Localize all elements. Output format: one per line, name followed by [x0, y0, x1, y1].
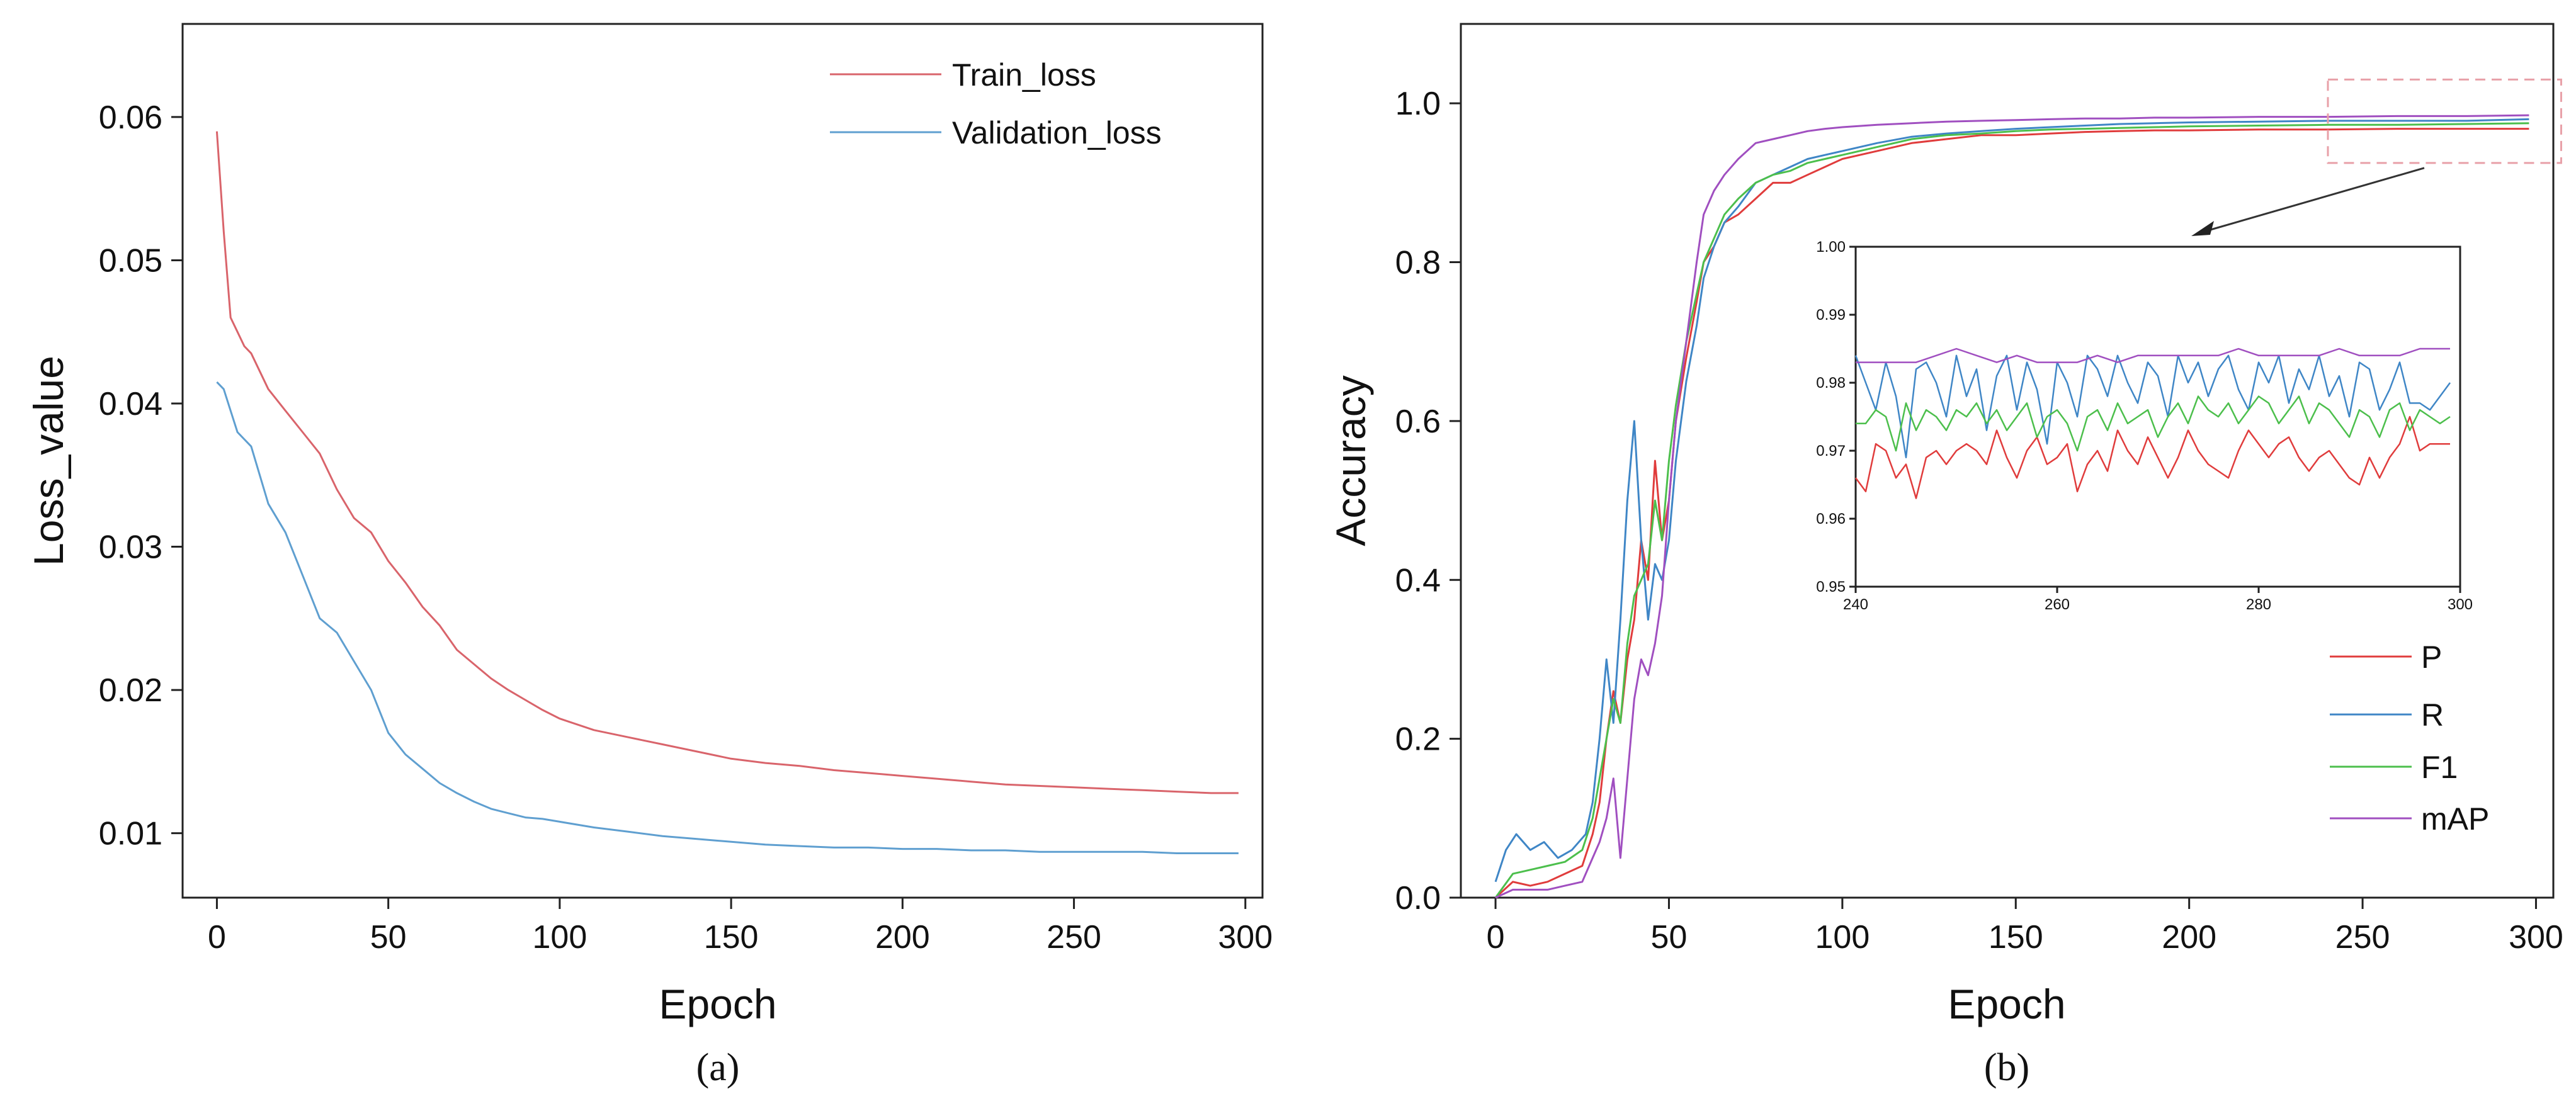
inset-series-line-f1	[1856, 395, 2451, 452]
inset-frame	[1854, 245, 2461, 588]
x-tick-label: 0	[208, 919, 226, 956]
inset-series-line-p	[1854, 415, 2450, 499]
a-series-line-validation-loss	[216, 381, 1239, 854]
y-tick-label: 0.0	[1395, 880, 1441, 917]
panel-b-x-axis-label: Epoch	[1948, 981, 2065, 1027]
x-tick-label: 260	[2045, 596, 2070, 613]
inset-series-line-r	[1854, 354, 2451, 459]
y-tick-label: 0.01	[99, 816, 162, 852]
legend-label-validation-loss: Validation_loss	[952, 115, 1162, 150]
y-tick-label: 0.06	[99, 99, 162, 136]
legend-label-train-loss: Train_loss	[952, 57, 1096, 93]
x-tick-label: 300	[2509, 919, 2563, 956]
legend-label-mAP: mAP	[2421, 801, 2489, 837]
panel-b-caption: (b)	[1984, 1046, 2029, 1089]
x-tick-label: 300	[1218, 919, 1273, 956]
inset-x-ticks: 240 260 280 300	[1843, 587, 2473, 613]
inset-series-line-map	[1856, 347, 2450, 363]
panel-a-legend: Train_loss Validation_loss	[830, 57, 1162, 150]
x-tick-label: 300	[2448, 596, 2473, 613]
x-tick-label: 200	[2162, 919, 2216, 956]
b-series-line-r	[1494, 118, 2529, 883]
panel-a-series	[215, 131, 1239, 854]
y-tick-label: 0.6	[1395, 403, 1441, 440]
x-tick-label: 150	[1989, 919, 2043, 956]
x-tick-label: 100	[1815, 919, 1870, 956]
zoom-arrow	[2203, 167, 2425, 233]
legend-label-R: R	[2421, 697, 2444, 733]
x-tick-label: 200	[875, 919, 930, 956]
y-tick-label: 0.03	[99, 529, 162, 566]
panel-a-y-ticks: 0.01 0.02 0.03 0.04 0.05 0.06	[99, 99, 183, 852]
y-tick-label: 0.95	[1816, 578, 1846, 595]
legend-label-P: P	[2421, 640, 2442, 675]
y-tick-label: 0.4	[1395, 562, 1441, 599]
y-tick-label: 1.00	[1816, 239, 1846, 256]
y-tick-label: 0.04	[99, 386, 162, 422]
y-tick-label: 0.98	[1816, 375, 1846, 392]
y-tick-label: 0.05	[99, 242, 162, 279]
x-tick-label: 0	[1487, 919, 1505, 956]
panel-b-series	[1494, 114, 2529, 899]
inset-series	[1854, 347, 2451, 499]
panel-b-y-axis-label: Accuracy	[1327, 375, 1374, 546]
x-tick-label: 250	[1047, 919, 1101, 956]
panel-b-y-ticks: 0.0 0.2 0.4 0.6 0.8 1.0	[1395, 86, 1461, 917]
y-tick-label: 0.96	[1816, 511, 1846, 528]
panel-a-loss-chart: 0 50 100 150 200 250 300 0.010.020.030.040.050…	[25, 23, 1273, 1089]
y-tick-label: 1.0	[1395, 86, 1441, 122]
x-tick-label: 150	[704, 919, 759, 956]
y-tick-label: 0.99	[1816, 307, 1846, 324]
legend-label-F1: F1	[2421, 750, 2458, 785]
zoom-arrowhead	[2191, 221, 2214, 236]
x-tick-label: 50	[370, 919, 407, 956]
y-tick-label: 0.97	[1816, 443, 1846, 460]
b-series-line-map	[1495, 114, 2529, 899]
panel-a-plot-frame	[181, 23, 1264, 899]
panel-b-legend: P R F1 mAP	[2330, 640, 2489, 837]
panel-a-x-ticks: 0 50 100 150 200 250 300	[208, 898, 1273, 956]
zoom-region-box	[2327, 78, 2562, 164]
panel-a-y-axis-label: Loss_value	[25, 356, 72, 566]
inset-zoom-chart: 240 260 280 300 0.95 0.96 0.97 0.98 0.99 1.00	[1816, 239, 2473, 613]
panel-a-x-axis-label: Epoch	[659, 981, 776, 1027]
panel-a-caption: (a)	[696, 1046, 740, 1089]
panel-b-plot-frame	[1460, 23, 2555, 899]
x-tick-label: 50	[1651, 919, 1688, 956]
x-tick-label: 280	[2246, 596, 2271, 613]
y-tick-label: 0.02	[99, 672, 162, 709]
panel-b-accuracy-chart: 0 50 100 150 200 250 300 0.0 0.2 0.4 0.6 0.8 1.0 24…	[1327, 23, 2563, 1089]
x-tick-label: 240	[1843, 596, 1868, 613]
panel-b-x-ticks: 0 50 100 150 200 250 300	[1487, 898, 2563, 956]
inset-y-ticks: 0.95 0.96 0.97 0.98 0.99 1.00	[1816, 239, 1856, 595]
b-series-line-f1	[1494, 122, 2529, 898]
a-series-line-train-loss	[215, 131, 1239, 794]
x-tick-label: 100	[533, 919, 587, 956]
x-tick-label: 250	[2335, 919, 2390, 956]
y-tick-label: 0.2	[1395, 721, 1441, 758]
y-tick-label: 0.8	[1395, 245, 1441, 281]
